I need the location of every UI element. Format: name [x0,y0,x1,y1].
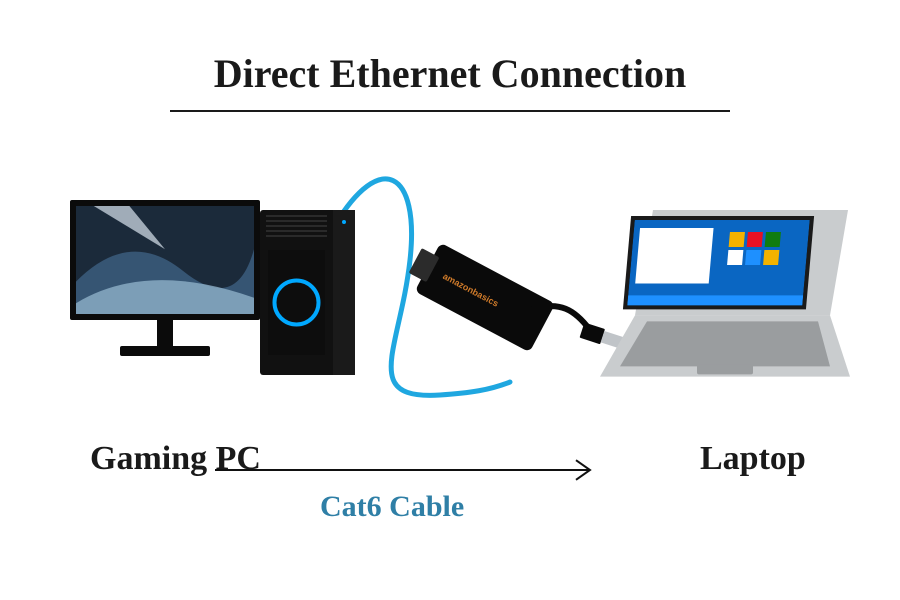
ethernet-cable [335,179,510,395]
laptop-label: Laptop [700,440,806,478]
usb-ethernet-adapter: amazonbasics [402,236,555,352]
gaming-tower [260,210,355,375]
usb-plug [580,322,631,352]
laptop [600,210,850,377]
adapter-cable [530,306,590,330]
gaming-monitor [70,200,260,356]
title-underline [170,110,730,112]
diagram-canvas: Direct Ethernet Connection [0,0,900,600]
gaming-pc-label: Gaming PC [90,440,261,478]
cable-type-label: Cat6 Cable [320,490,464,524]
diagram-title: Direct Ethernet Connection [0,50,900,97]
adapter-brand-label: amazonbasics [441,271,500,309]
connection-arrow [215,460,590,480]
